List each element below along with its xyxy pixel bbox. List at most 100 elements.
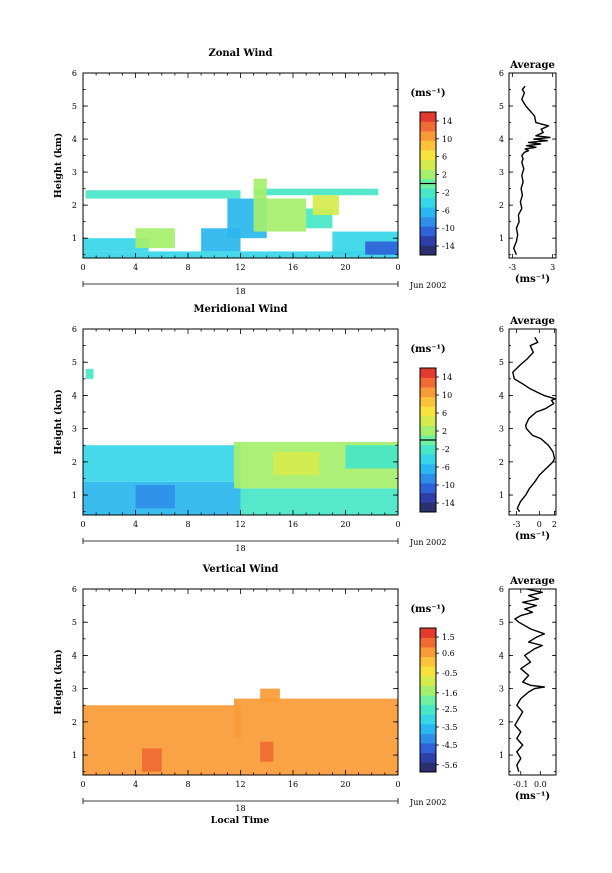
colorbar-tick-label: 0.6 xyxy=(442,649,455,658)
panel-title: Vertical Wind xyxy=(202,564,279,575)
y-tick-label: 2 xyxy=(499,718,504,727)
profile-x-label: (ms⁻¹) xyxy=(515,531,550,542)
data-cell xyxy=(312,195,339,216)
y-tick-label: 5 xyxy=(72,358,77,367)
x-tick-label: 12 xyxy=(235,520,245,529)
colorbar-bin xyxy=(420,483,436,494)
colorbar-tick-label: 6 xyxy=(442,409,447,418)
profile-x-label: (ms⁻¹) xyxy=(515,791,550,802)
colorbar-tick-label: 14 xyxy=(442,373,452,382)
y-tick-label: 3 xyxy=(72,168,77,177)
y-tick-label: 6 xyxy=(72,69,77,78)
x-tick-label: 20 xyxy=(340,780,350,789)
profile-x-label: (ms⁻¹) xyxy=(515,274,550,285)
colorbar-bin xyxy=(420,637,436,648)
x-tick-label: 4 xyxy=(133,520,138,529)
colorbar-bin xyxy=(420,207,436,218)
vertical-colorbar: (ms⁻¹) 1.5 0.6 -0.5 -1.6 -2.5 -3.5 -4.5 -5.6 xyxy=(410,604,457,773)
data-cell xyxy=(253,178,267,232)
x-tick-label: -3 xyxy=(508,263,516,272)
colorbar-frame xyxy=(419,627,437,773)
x-tick-label: 0 xyxy=(80,263,85,272)
y-tick-label: 4 xyxy=(72,651,77,660)
zonal-colorbar: (ms⁻¹) 14 10 6 2 -2 -6 -10 -14 xyxy=(410,88,455,256)
colorbar-bin xyxy=(420,743,436,754)
y-tick-label: 2 xyxy=(72,201,77,210)
colorbar-tick-label: 10 xyxy=(442,391,452,400)
y-tick-label: 5 xyxy=(72,102,77,111)
y-tick-label: 3 xyxy=(72,685,77,694)
date-label: Jun 2002 xyxy=(409,538,446,547)
y-tick-label: 2 xyxy=(72,718,77,727)
x-tick-label: 16 xyxy=(288,780,298,789)
panel-title: Meridional Wind xyxy=(193,304,287,315)
y-tick-label: 4 xyxy=(499,651,504,660)
colorbar-bin xyxy=(420,377,436,388)
colorbar-bin xyxy=(420,733,436,744)
x-tick-label: -0.1 xyxy=(513,780,528,789)
x-tick-label: 0 xyxy=(395,263,400,272)
colorbar-bin xyxy=(420,676,436,686)
x-axis-label: Local Time xyxy=(211,815,270,826)
y-tick-label: 2 xyxy=(72,458,77,467)
y-tick-label: 5 xyxy=(72,618,77,627)
colorbar-tick-label: -6 xyxy=(442,463,450,472)
colorbar-bin xyxy=(420,666,436,677)
data-cell xyxy=(85,190,241,199)
colorbar-bin xyxy=(420,762,436,773)
panel-title: Zonal Wind xyxy=(208,48,272,59)
data-cell xyxy=(253,188,379,196)
colorbar-bin xyxy=(420,245,436,256)
colorbar-tick-label: -2 xyxy=(442,188,450,197)
profile-frame xyxy=(508,72,557,259)
colorbar-bin xyxy=(420,150,436,160)
y-tick-label: 6 xyxy=(499,585,504,594)
x-tick-label: 8 xyxy=(185,263,190,272)
day-label: 18 xyxy=(235,287,245,296)
colorbar-bin xyxy=(420,502,436,513)
colorbar-tick-label: -10 xyxy=(442,224,455,233)
profile-frame xyxy=(508,328,557,516)
y-tick-label: 5 xyxy=(499,358,504,367)
colorbar-bin xyxy=(420,387,436,398)
date-label: Jun 2002 xyxy=(409,798,446,807)
y-tick-label: 6 xyxy=(499,69,504,78)
colorbar-bin xyxy=(420,714,436,725)
y-axis-label: Height (km) xyxy=(53,389,64,455)
day-label: 18 xyxy=(235,804,245,813)
x-tick-label: 4 xyxy=(133,780,138,789)
colorbar-tick-label: 14 xyxy=(442,117,452,126)
date-label: Jun 2002 xyxy=(409,281,446,290)
profile-title: Average xyxy=(509,60,555,71)
profile-title: Average xyxy=(509,576,555,587)
y-tick-label: 1 xyxy=(72,751,77,760)
profile-line xyxy=(513,85,551,255)
x-tick-label: 0 xyxy=(395,520,400,529)
y-tick-label: 3 xyxy=(499,425,504,434)
x-tick-label: 8 xyxy=(185,520,190,529)
colorbar-bin xyxy=(420,112,436,122)
x-tick-label: 8 xyxy=(185,780,190,789)
x-tick-label: 12 xyxy=(235,263,245,272)
colorbar-tick-label: -1.6 xyxy=(442,689,457,698)
colorbar-tick-label: -14 xyxy=(442,499,455,508)
y-tick-label: 1 xyxy=(72,491,77,500)
x-tick-label: 20 xyxy=(340,263,350,272)
data-cell xyxy=(85,368,94,379)
data-cell xyxy=(273,451,320,476)
colorbar-bin xyxy=(420,121,436,132)
colorbar-tick-label: -6 xyxy=(442,206,450,215)
data-cell xyxy=(83,738,398,775)
colorbar-bin xyxy=(420,416,436,426)
y-tick-label: 6 xyxy=(499,325,504,334)
colorbar-bin xyxy=(420,628,436,638)
colorbar-tick-label: 2 xyxy=(442,427,447,436)
colorbar-unit: (ms⁻¹) xyxy=(410,604,445,615)
x-tick-label: 2 xyxy=(552,520,557,529)
colorbar-bin xyxy=(420,406,436,417)
data-cell xyxy=(240,488,398,515)
colorbar-bin xyxy=(420,752,436,763)
profile-title: Average xyxy=(509,316,555,327)
